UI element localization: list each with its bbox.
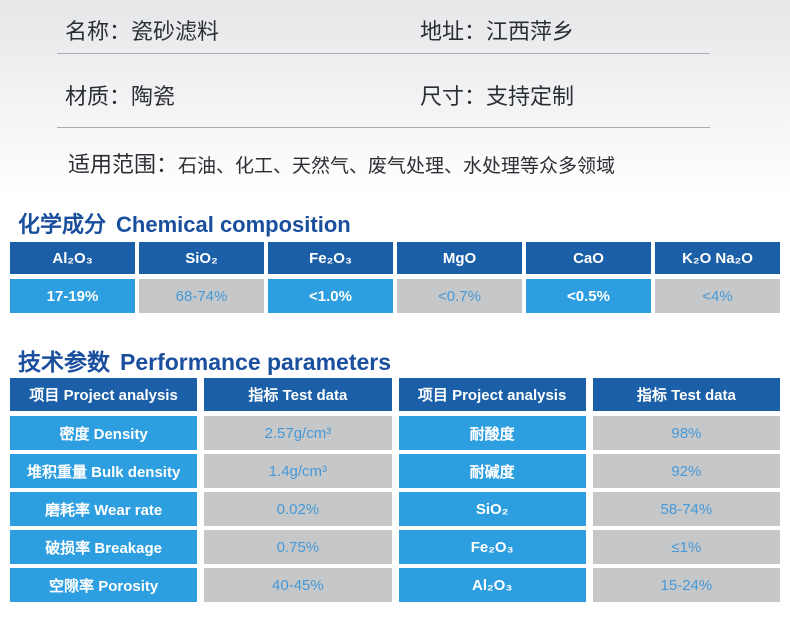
perf-right-data-header: 指标 Test data — [592, 378, 780, 411]
chem-value-k2o-na2o: <4% — [655, 279, 780, 313]
performance-title-zh: 技术参数 — [18, 349, 110, 375]
chem-value-al2o3: 17-19% — [10, 279, 135, 313]
perf-row-wear-rate-value: 0.02% — [204, 492, 392, 526]
chem-header-sio2: SiO₂ — [139, 242, 264, 274]
perf-row-breakage-value: 0.75% — [204, 530, 392, 564]
perf-row-al2o3-value: 15-24% — [592, 568, 780, 602]
application-scope-label: 适用范围： — [68, 152, 179, 177]
perf-row-fe2o3-value: ≤1% — [592, 530, 780, 564]
chem-value-fe2o3: <1.0% — [268, 279, 393, 313]
perf-row-bulk-density-label: 堆积重量 Bulk density — [10, 454, 198, 488]
chemical-composition-table: Al₂O₃ SiO₂ Fe₂O₃ MgO CaO K₂O Na₂O 17-19%… — [10, 242, 780, 313]
chem-value-mgo: <0.7% — [397, 279, 522, 313]
perf-row-alkali-resist-value: 92% — [592, 454, 780, 488]
perf-right-project-header: 项目 Project analysis — [398, 378, 586, 411]
perf-row-fe2o3-label: Fe₂O₃ — [398, 530, 586, 564]
product-name-value: 瓷砂滤料 — [131, 19, 220, 44]
chem-header-cao: CaO — [526, 242, 651, 274]
divider — [57, 53, 710, 54]
application-scope-row: 适用范围：石油、化工、天然气、废气处理、水处理等众多领域 — [68, 147, 615, 179]
perf-row-al2o3-label: Al₂O₃ — [398, 568, 586, 602]
product-name-row: 名称：瓷砂滤料 — [65, 14, 219, 46]
perf-row-sio2-label: SiO₂ — [398, 492, 586, 526]
chem-header-al2o3: Al₂O₃ — [10, 242, 135, 274]
product-name-label: 名称： — [65, 19, 132, 44]
chem-header-mgo: MgO — [397, 242, 522, 274]
chem-header-k2o-na2o: K₂O Na₂O — [655, 242, 780, 274]
chem-header-fe2o3: Fe₂O₃ — [268, 242, 393, 274]
perf-left-project-header: 项目 Project analysis — [10, 378, 198, 411]
perf-left-data-header: 指标 Test data — [204, 378, 392, 411]
perf-row-porosity-label: 空隙率 Porosity — [10, 568, 198, 602]
perf-row-porosity-value: 40-45% — [204, 568, 392, 602]
perf-row-acid-resist-label: 耐酸度 — [398, 416, 586, 450]
perf-row-acid-resist-value: 98% — [592, 416, 780, 450]
performance-parameters-title: 技术参数 Performance parameters — [18, 343, 391, 377]
product-size-label: 尺寸： — [420, 84, 487, 109]
perf-row-sio2-value: 58-74% — [592, 492, 780, 526]
chemical-title-zh: 化学成分 — [18, 212, 107, 237]
product-size-value: 支持定制 — [486, 84, 575, 109]
performance-parameters-table: 项目 Project analysis 指标 Test data 项目 Proj… — [10, 378, 780, 602]
product-size-row: 尺寸：支持定制 — [420, 79, 574, 111]
divider — [57, 127, 710, 128]
perf-row-density-label: 密度 Density — [10, 416, 198, 450]
perf-row-breakage-label: 破损率 Breakage — [10, 530, 198, 564]
product-material-value: 陶瓷 — [131, 84, 176, 109]
chem-value-cao: <0.5% — [526, 279, 651, 313]
chemical-title-en: Chemical composition — [116, 212, 351, 237]
product-material-label: 材质： — [65, 84, 132, 109]
performance-title-en: Performance parameters — [120, 349, 392, 375]
perf-row-alkali-resist-label: 耐碱度 — [398, 454, 586, 488]
perf-row-density-value: 2.57g/cm³ — [204, 416, 392, 450]
product-address-value: 江西萍乡 — [486, 19, 575, 44]
chem-value-sio2: 68-74% — [139, 279, 264, 313]
product-material-row: 材质：陶瓷 — [65, 79, 175, 111]
product-address-row: 地址：江西萍乡 — [420, 14, 574, 46]
perf-row-bulk-density-value: 1.4g/cm³ — [204, 454, 392, 488]
product-info-panel: 名称：瓷砂滤料 地址：江西萍乡 材质：陶瓷 尺寸：支持定制 适用范围：石油、化工… — [0, 0, 790, 196]
perf-row-wear-rate-label: 磨耗率 Wear rate — [10, 492, 198, 526]
product-address-label: 地址： — [420, 19, 487, 44]
application-scope-value: 石油、化工、天然气、废气处理、水处理等众多领域 — [178, 156, 616, 177]
chemical-composition-title: 化学成分 Chemical composition — [18, 207, 351, 239]
